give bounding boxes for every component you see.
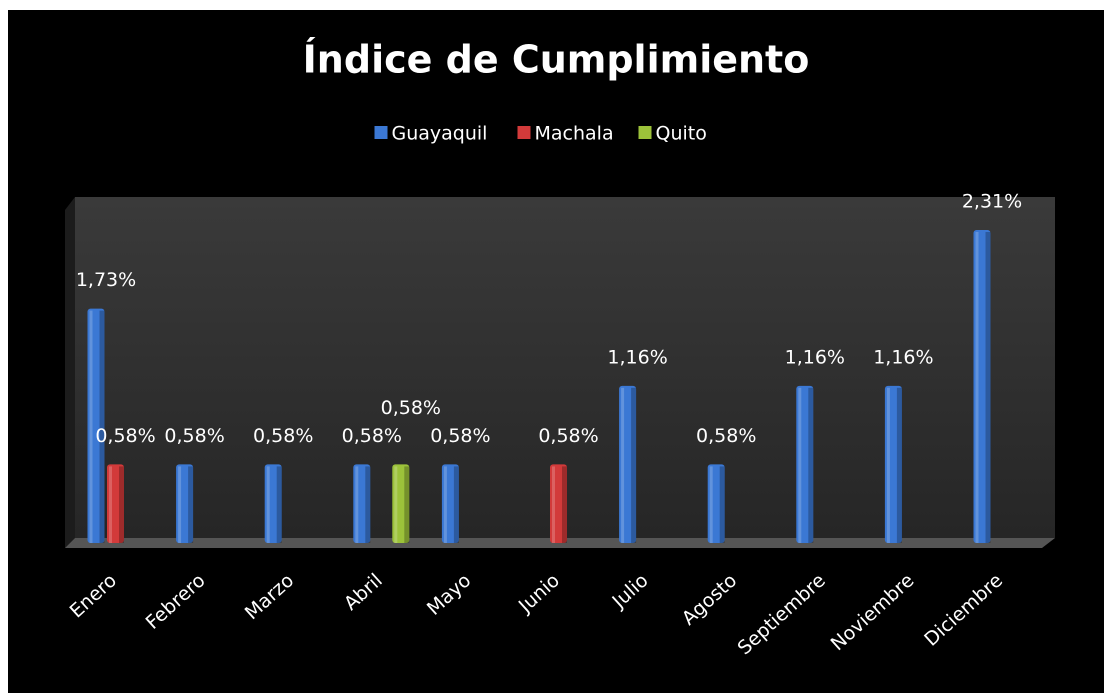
legend: Guayaquil Machala Quito xyxy=(374,123,707,145)
bar-shade xyxy=(119,466,124,543)
bar-shade xyxy=(896,387,902,543)
bar xyxy=(550,464,567,543)
bar-highlight xyxy=(886,387,890,543)
legend-swatch xyxy=(638,126,652,139)
bar-highlight xyxy=(266,466,270,543)
data-label: 1,73% xyxy=(76,269,136,291)
bar-shade xyxy=(276,466,282,543)
bar-shade xyxy=(188,466,194,543)
bar-highlight xyxy=(394,466,398,543)
data-label: 0,58% xyxy=(253,425,313,447)
bar-shade xyxy=(365,466,371,543)
bar xyxy=(392,464,410,543)
bar-shade xyxy=(808,387,814,543)
data-label: 0,58% xyxy=(381,397,441,419)
bar xyxy=(87,308,105,543)
data-label: 0,58% xyxy=(538,425,598,447)
bar xyxy=(884,385,902,543)
bar-highlight xyxy=(552,466,555,543)
bar-shade xyxy=(985,232,991,543)
data-label: 1,16% xyxy=(873,346,933,368)
legend-label: Machala xyxy=(535,123,614,145)
bar xyxy=(353,464,371,543)
bar-shade xyxy=(719,466,725,543)
bar xyxy=(619,385,637,543)
data-label: 0,58% xyxy=(342,425,402,447)
data-label: 1,16% xyxy=(785,346,845,368)
bar xyxy=(264,464,282,543)
bar-highlight xyxy=(109,466,112,543)
chart-title: Índice de Cumplimiento xyxy=(303,38,810,82)
bar xyxy=(796,385,814,543)
bar-shade xyxy=(453,466,459,543)
bar-shade xyxy=(562,466,567,543)
legend-label: Guayaquil xyxy=(392,123,488,145)
bar-shade xyxy=(99,310,105,543)
data-label: 0,58% xyxy=(696,425,756,447)
bar-highlight xyxy=(89,310,93,543)
data-label: 0,58% xyxy=(164,425,224,447)
bar xyxy=(441,464,459,543)
legend-swatch xyxy=(517,126,531,139)
data-label: 2,31% xyxy=(962,191,1022,213)
data-label: 0,58% xyxy=(430,425,490,447)
bar xyxy=(176,464,194,543)
bar xyxy=(707,464,725,543)
legend-label: Quito xyxy=(656,123,707,145)
bar-highlight xyxy=(621,387,625,543)
bar-highlight xyxy=(355,466,359,543)
bar xyxy=(107,464,124,543)
bar-shade xyxy=(631,387,637,543)
data-label: 1,16% xyxy=(607,346,667,368)
bar-highlight xyxy=(443,466,447,543)
legend-swatch xyxy=(374,126,388,139)
bar-highlight xyxy=(178,466,182,543)
data-label: 0,58% xyxy=(95,425,155,447)
bar-highlight xyxy=(709,466,713,543)
bar-highlight xyxy=(798,387,802,543)
side-wall xyxy=(65,197,75,548)
bar-highlight xyxy=(975,232,979,543)
bar-shade xyxy=(404,466,410,543)
bar xyxy=(973,230,991,543)
